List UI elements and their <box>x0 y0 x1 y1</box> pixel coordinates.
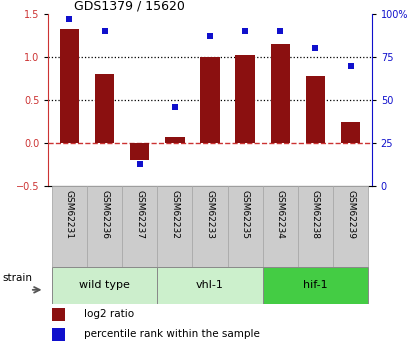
Bar <box>263 267 368 304</box>
Text: GSM62239: GSM62239 <box>346 190 355 239</box>
Text: GSM62238: GSM62238 <box>311 190 320 239</box>
Bar <box>306 76 325 143</box>
Text: wild type: wild type <box>79 280 130 290</box>
Bar <box>52 328 65 341</box>
Bar <box>52 186 87 267</box>
Text: GDS1379 / 15620: GDS1379 / 15620 <box>74 0 185 13</box>
Bar <box>236 55 255 143</box>
Bar <box>130 143 150 160</box>
Bar <box>298 186 333 267</box>
Text: strain: strain <box>3 273 32 283</box>
Text: GSM62231: GSM62231 <box>65 190 74 239</box>
Text: GSM62235: GSM62235 <box>241 190 249 239</box>
Bar <box>200 57 220 143</box>
Bar <box>165 137 184 143</box>
Point <box>171 104 178 110</box>
Point <box>312 46 319 51</box>
Text: vhl-1: vhl-1 <box>196 280 224 290</box>
Bar <box>333 186 368 267</box>
Bar <box>228 186 263 267</box>
Text: GSM62236: GSM62236 <box>100 190 109 239</box>
Point <box>207 33 213 39</box>
Point <box>277 28 284 34</box>
Bar <box>157 267 263 304</box>
Bar <box>52 267 157 304</box>
Bar <box>341 122 360 143</box>
Point <box>136 161 143 167</box>
Text: GSM62232: GSM62232 <box>171 190 179 239</box>
Bar <box>157 186 192 267</box>
Bar <box>192 186 228 267</box>
Point <box>101 28 108 34</box>
Point <box>347 63 354 68</box>
Bar <box>263 186 298 267</box>
Text: hif-1: hif-1 <box>303 280 328 290</box>
Bar <box>122 186 157 267</box>
Bar <box>95 74 114 143</box>
Text: GSM62237: GSM62237 <box>135 190 144 239</box>
Bar <box>52 308 65 321</box>
Bar <box>270 44 290 143</box>
Bar <box>60 29 79 143</box>
Text: log2 ratio: log2 ratio <box>84 309 134 319</box>
Point <box>66 16 73 22</box>
Point <box>242 28 249 34</box>
Text: GSM62234: GSM62234 <box>276 190 285 239</box>
Bar <box>87 186 122 267</box>
Text: GSM62233: GSM62233 <box>205 190 215 239</box>
Text: percentile rank within the sample: percentile rank within the sample <box>84 329 260 339</box>
